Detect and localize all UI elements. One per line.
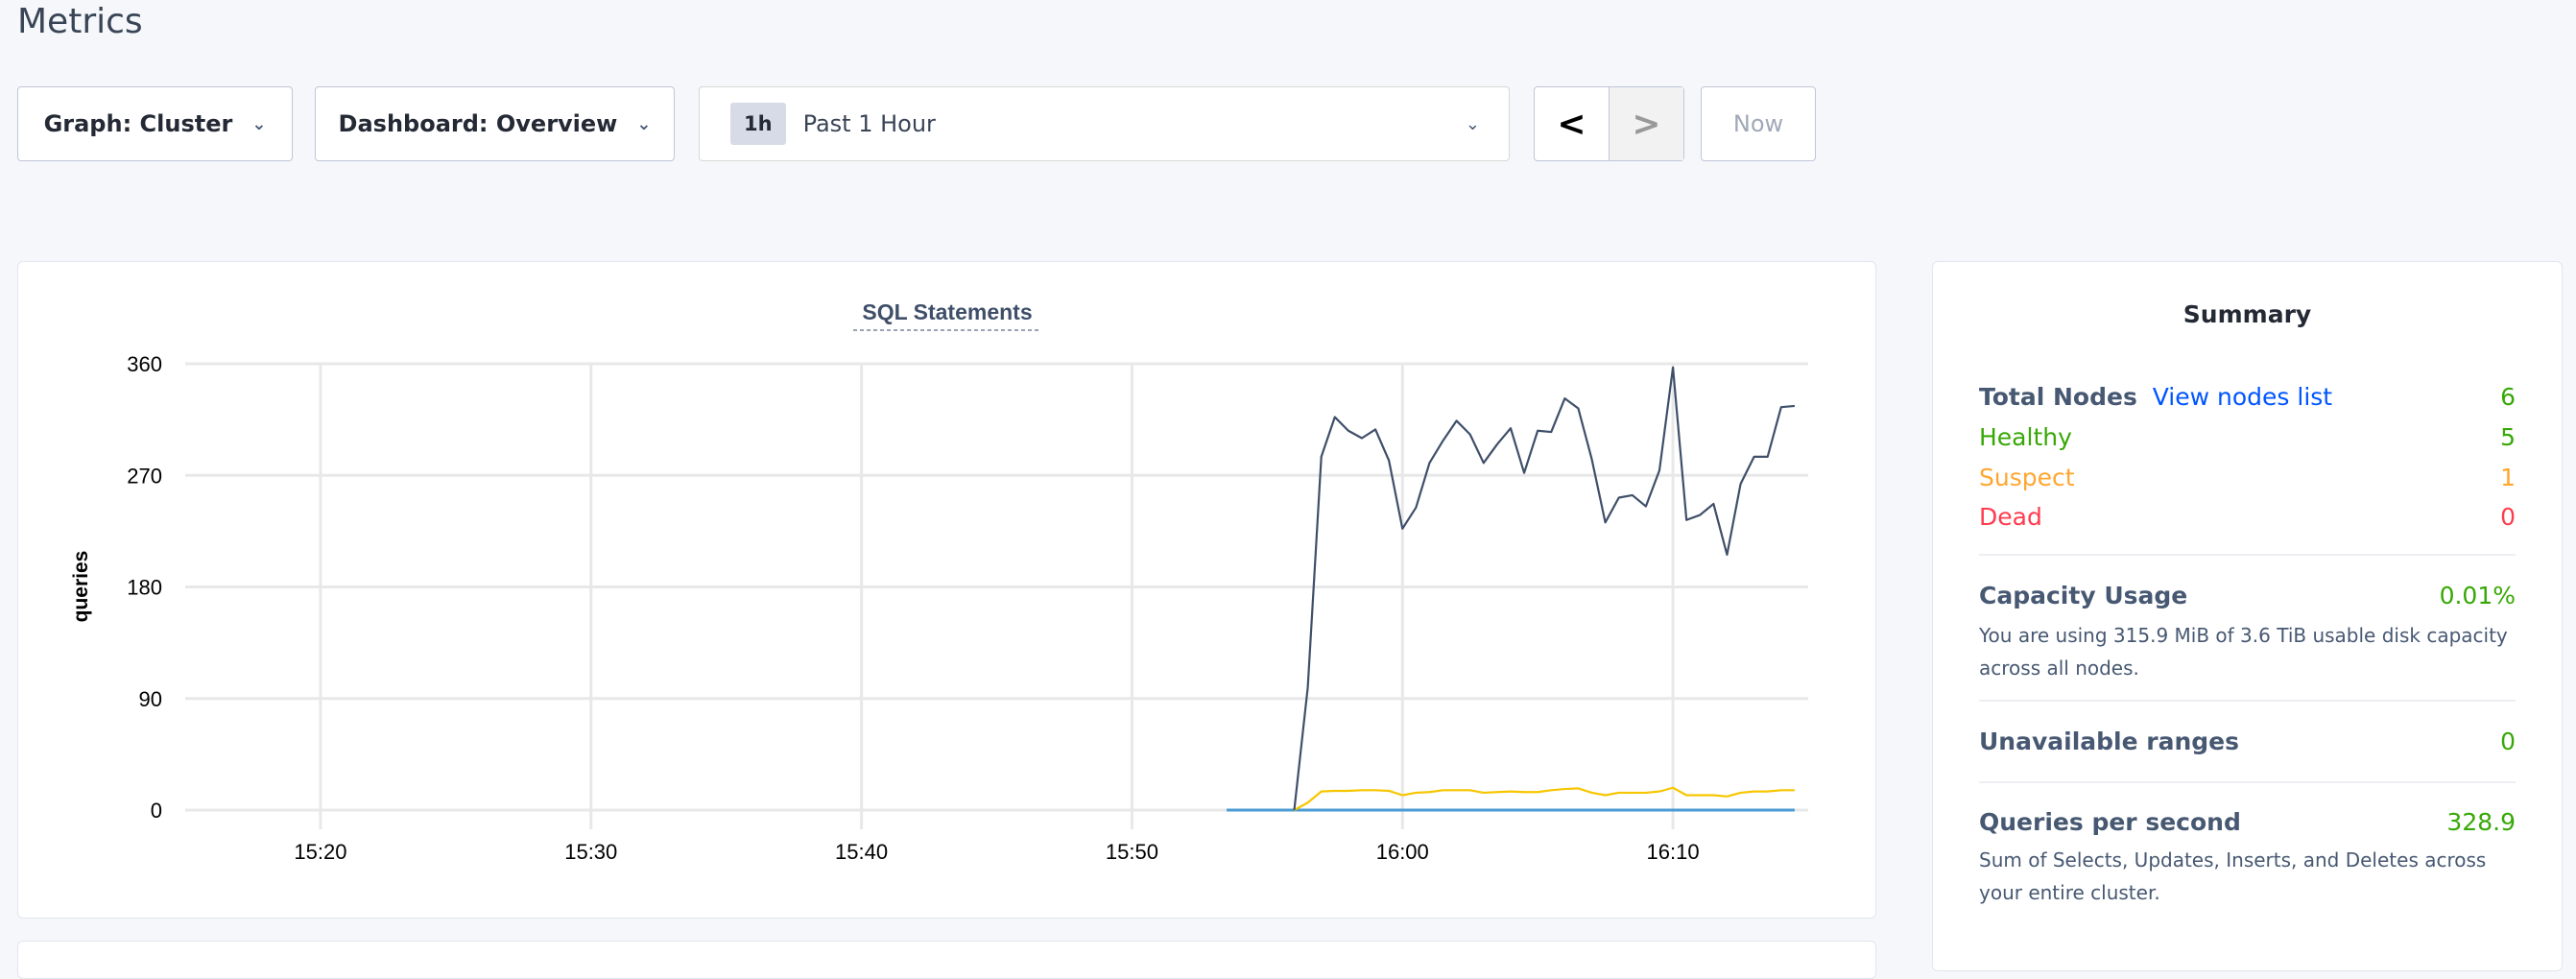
time-badge: 1h [730,103,786,145]
capacity-description: You are using 315.9 MiB of 3.6 TiB usabl… [1979,624,2508,680]
total-nodes-value: 6 [2500,383,2516,411]
graph-label: Graph: Cluster [43,110,233,137]
x-tick-label: 15:30 [564,840,617,864]
time-nav: < > [1534,86,1684,161]
qps-value: 328.9 [2446,808,2516,836]
view-nodes-link[interactable]: View nodes list [2152,383,2333,411]
unavailable-label: Unavailable ranges [1979,728,2239,755]
series-line [1293,786,1795,811]
prev-button[interactable]: < [1535,87,1610,160]
x-tick-label: 15:40 [835,840,888,864]
dashboard-dropdown[interactable]: Dashboard: Overview ⌄ [315,86,675,161]
chevron-down-icon: ⌄ [251,113,267,134]
unavailable-value: 0 [2500,728,2516,755]
time-range-label: Past 1 Hour [802,110,936,137]
chevron-down-icon: ⌄ [636,113,652,134]
dead-value: 0 [2500,503,2516,531]
now-button[interactable]: Now [1701,86,1816,161]
suspect-value: 1 [2500,464,2516,491]
dead-label: Dead [1979,503,2042,531]
sql-statements-chart: SQL Statements 0 90 180 270 360 15:20 15:30 15:4… [70,299,1808,864]
x-tick-label: 16:00 [1376,840,1429,864]
x-tick-label: 15:20 [294,840,346,864]
healthy-label: Healthy [1979,423,2072,451]
y-tick-label: 270 [127,464,162,488]
y-tick-label: 360 [127,352,162,376]
suspect-label: Suspect [1979,464,2075,491]
y-tick-label: 90 [139,687,162,711]
divider [1979,781,2516,783]
divider [1979,700,2516,702]
chevron-down-icon: ⌄ [1465,113,1480,134]
capacity-label: Capacity Usage [1979,582,2188,609]
series-line [1293,366,1796,811]
qps-label: Queries per second [1979,808,2241,836]
healthy-value: 5 [2500,423,2516,451]
x-tick-label: 15:50 [1106,840,1158,864]
divider [1979,554,2516,556]
y-tick-label: 0 [151,799,162,823]
capacity-value: 0.01% [2439,582,2516,609]
qps-description: Sum of Selects, Updates, Inserts, and De… [1979,848,2487,904]
summary-title: Summary [2182,300,2312,328]
chart-title: SQL Statements [862,299,1032,324]
next-button[interactable]: > [1610,87,1683,160]
graph-dropdown[interactable]: Graph: Cluster ⌄ [17,86,293,161]
x-tick-label: 16:10 [1647,840,1700,864]
y-tick-label: 180 [127,576,162,600]
page-title: Metrics [17,2,143,41]
time-range-dropdown[interactable]: 1h Past 1 Hour ⌄ [699,86,1510,161]
y-axis-label: queries [70,551,92,623]
dashboard-label: Dashboard: Overview [338,110,618,137]
summary-panel: Summary Total Nodes View nodes list 6 Hea… [1932,261,2563,971]
sql-statements-chart-panel: SQL Statements 0 90 180 270 360 15:20 15:30 15:4… [17,261,1876,919]
total-nodes-label: Total Nodes [1979,383,2137,411]
next-chart-panel [17,941,1876,979]
